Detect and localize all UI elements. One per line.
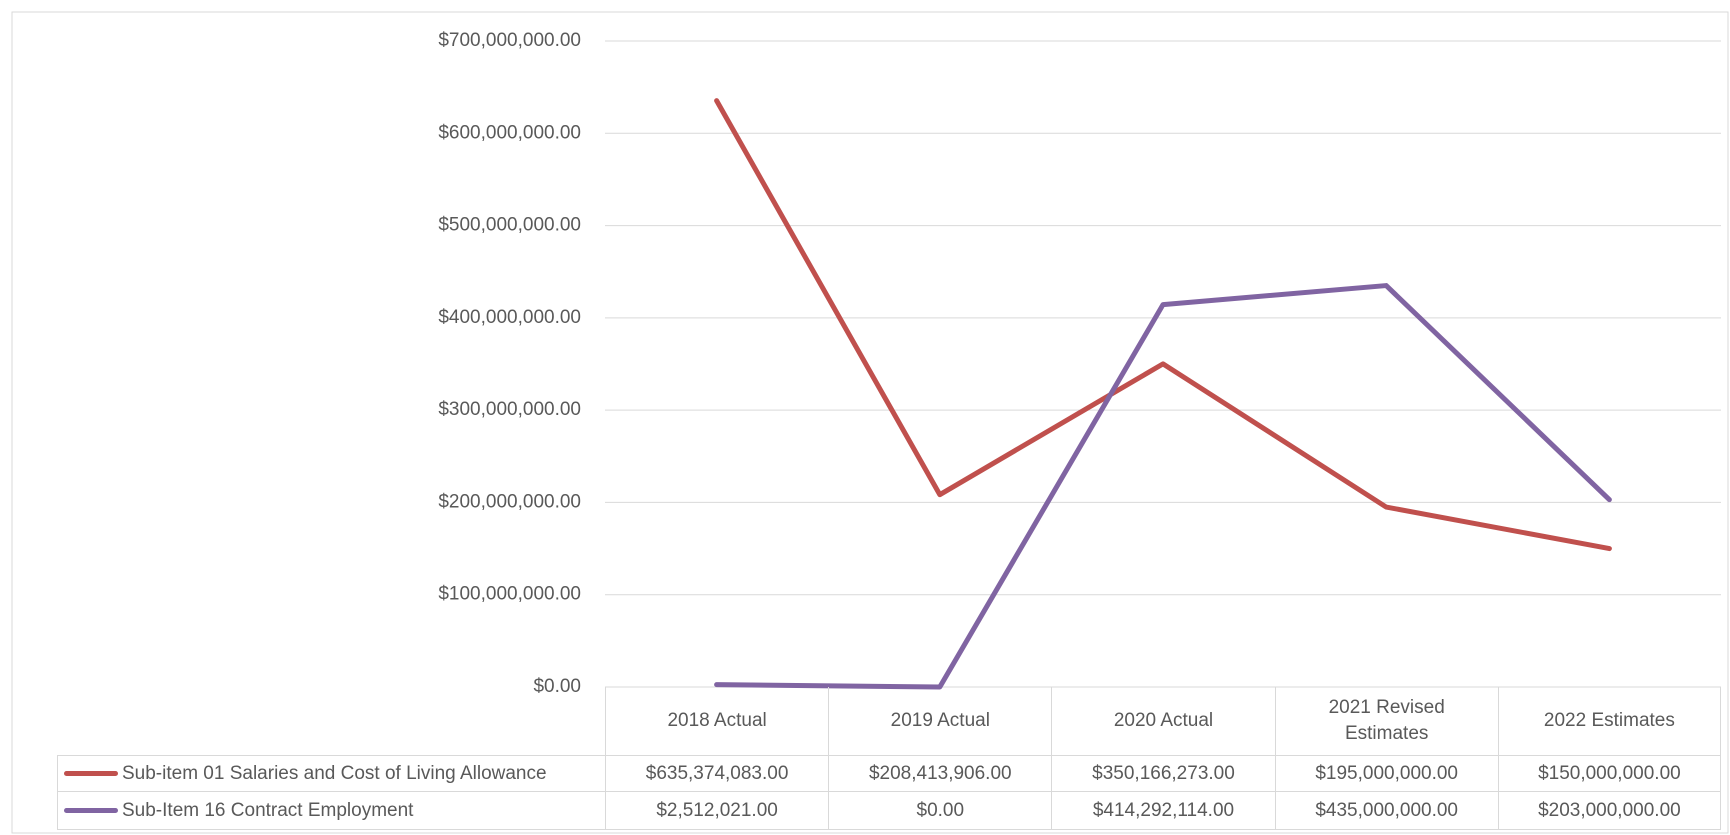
column-header: 2019 Actual bbox=[828, 687, 1051, 755]
table-cell: $414,292,114.00 bbox=[1051, 791, 1275, 830]
y-tick-label: $0.00 bbox=[533, 676, 581, 697]
table-cell: $203,000,000.00 bbox=[1497, 791, 1721, 830]
legend-swatch bbox=[64, 771, 118, 776]
column-header: 2021 Revised Estimates bbox=[1274, 687, 1498, 755]
series-line bbox=[714, 98, 1612, 552]
legend-swatch bbox=[64, 808, 118, 813]
table-cell: $195,000,000.00 bbox=[1274, 755, 1498, 791]
column-header: 2018 Actual bbox=[605, 687, 828, 755]
table-cell: $2,512,021.00 bbox=[605, 791, 829, 830]
y-tick-label: $300,000,000.00 bbox=[438, 399, 581, 420]
table-cell: $208,413,906.00 bbox=[828, 755, 1052, 791]
series-line bbox=[714, 283, 1612, 690]
y-tick-label: $600,000,000.00 bbox=[438, 122, 581, 143]
legend-label: Sub-item 01 Salaries and Cost of Living … bbox=[122, 762, 547, 784]
legend-label: Sub-Item 16 Contract Employment bbox=[122, 799, 414, 821]
y-tick-label: $700,000,000.00 bbox=[438, 30, 581, 51]
legend-entry: Sub-Item 16 Contract Employment bbox=[57, 791, 605, 830]
table-cell: $435,000,000.00 bbox=[1274, 791, 1498, 830]
column-header: 2022 Estimates bbox=[1497, 687, 1721, 755]
table-cell: $0.00 bbox=[828, 791, 1052, 830]
y-tick-label: $500,000,000.00 bbox=[438, 215, 581, 236]
column-header: 2020 Actual bbox=[1051, 687, 1274, 755]
y-tick-label: $200,000,000.00 bbox=[438, 491, 581, 512]
table-cell: $150,000,000.00 bbox=[1497, 755, 1721, 791]
y-tick-label: $400,000,000.00 bbox=[438, 307, 581, 328]
table-cell: $350,166,273.00 bbox=[1051, 755, 1275, 791]
chart-frame bbox=[11, 11, 1729, 834]
legend-entry: Sub-item 01 Salaries and Cost of Living … bbox=[57, 755, 605, 791]
y-tick-label: $100,000,000.00 bbox=[438, 584, 581, 605]
table-cell: $635,374,083.00 bbox=[605, 755, 829, 791]
